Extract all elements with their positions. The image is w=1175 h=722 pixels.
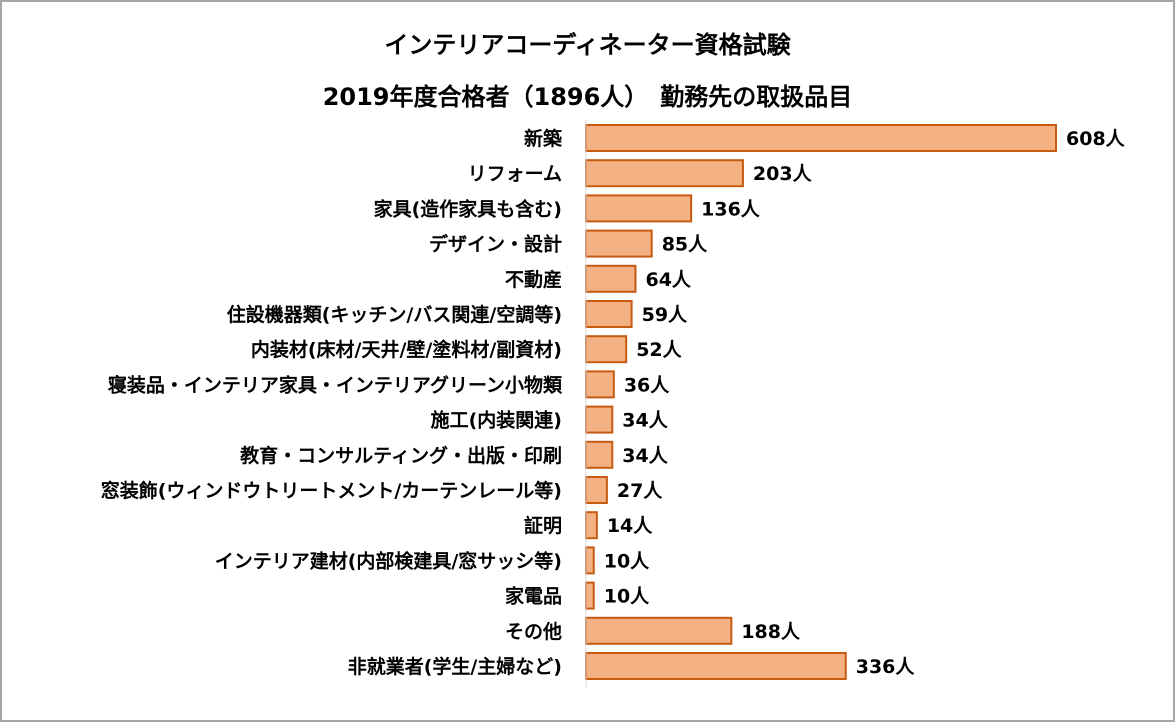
category-label: 施工(内装関連) xyxy=(431,409,562,432)
data-labels: 608人 203人 136人 85人 64人 59人 52人 36人 34人 34人 27人 14人 1… xyxy=(604,128,1126,678)
bars xyxy=(585,124,1057,680)
category-label: 寝装品・インテリア家具・インテリアグリーン小物類 xyxy=(108,373,563,396)
bar xyxy=(585,581,595,610)
data-label: 10人 xyxy=(604,586,650,608)
category-label: デザイン・設計 xyxy=(429,233,562,256)
data-label: 608人 xyxy=(1066,128,1126,150)
bar xyxy=(585,194,693,223)
category-label: 証明 xyxy=(524,514,562,537)
bar xyxy=(585,335,628,364)
category-label: 不動産 xyxy=(505,268,562,291)
data-label: 59人 xyxy=(642,304,688,326)
category-label: 新築 xyxy=(524,127,563,150)
category-label: リフォーム xyxy=(468,163,562,185)
data-label: 36人 xyxy=(624,374,670,396)
bar xyxy=(585,300,633,328)
data-label: 27人 xyxy=(617,480,663,502)
category-label: 教育・コンサルティング・出版・印刷 xyxy=(240,444,562,467)
bar xyxy=(585,370,615,399)
bar xyxy=(585,440,614,469)
bar xyxy=(585,264,637,293)
data-label: 64人 xyxy=(645,269,691,291)
bar xyxy=(585,405,614,434)
data-label: 14人 xyxy=(607,515,653,537)
chart-subtitle: 2019年度合格者（1896人） 勤務先の取扱品目 xyxy=(322,83,853,111)
data-label: 34人 xyxy=(622,410,668,432)
category-label: インテリア建材(内部検建具/窓サッシ等) xyxy=(215,549,562,572)
bar xyxy=(585,546,595,575)
bar xyxy=(585,616,733,645)
data-label: 85人 xyxy=(662,234,708,256)
category-label: 窓装飾(ウィンドウトリートメント/カーテンレール等) xyxy=(101,479,562,502)
category-label: 内装材(床材/天井/壁/塗料材/副資材) xyxy=(251,338,562,361)
data-label: 336人 xyxy=(856,656,916,678)
category-label: 家電品 xyxy=(505,585,562,608)
chart-title: インテリアコーディネーター資格試験 xyxy=(384,31,791,59)
bar xyxy=(585,652,847,680)
data-label: 136人 xyxy=(701,198,761,220)
data-label: 10人 xyxy=(604,550,650,572)
bar xyxy=(585,124,1057,152)
bar xyxy=(585,159,744,188)
bar xyxy=(585,229,653,258)
data-label: 52人 xyxy=(636,339,682,361)
bar xyxy=(585,511,598,540)
data-label: 203人 xyxy=(753,163,813,185)
category-label: 非就業者(学生/主婦など) xyxy=(348,655,562,678)
data-label: 34人 xyxy=(622,445,668,467)
category-label: その他 xyxy=(505,620,562,643)
category-label: 住設機器類(キッチン/バス関連/空調等) xyxy=(227,303,562,326)
category-label: 家具(造作家具も含む) xyxy=(374,197,562,220)
bar xyxy=(585,476,608,504)
data-label: 188人 xyxy=(741,621,801,643)
